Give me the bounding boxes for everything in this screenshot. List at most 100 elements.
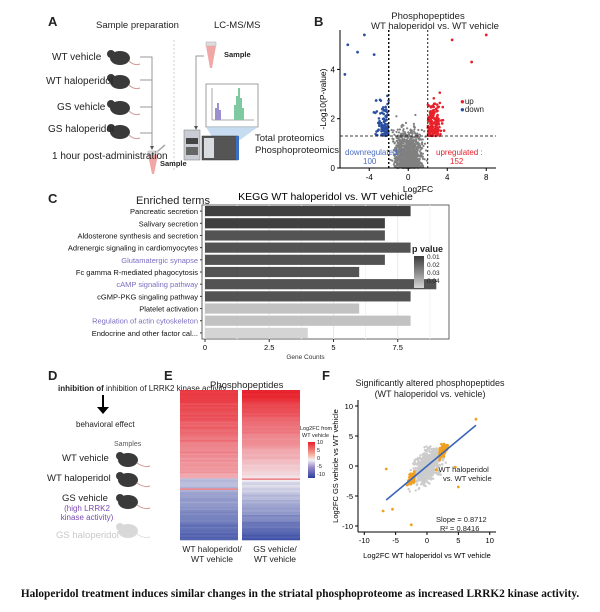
point-down — [380, 125, 383, 128]
y-tick-label: -10 — [342, 522, 353, 531]
scale-title: WT vehicle — [302, 433, 330, 439]
point-up — [433, 110, 436, 114]
heatmap-cell — [242, 433, 300, 436]
d-group-label: GS vehicle — [62, 493, 108, 504]
point-ns — [420, 141, 424, 144]
point-down — [384, 125, 388, 129]
point-up — [441, 105, 445, 109]
heatmap-cell — [242, 415, 300, 417]
heatmap-cell — [180, 510, 238, 512]
heatmap-cell — [180, 488, 238, 491]
point-ns — [403, 135, 406, 138]
heatmap-cell — [242, 401, 300, 404]
heatmap-cell — [180, 486, 238, 489]
point-sig — [409, 523, 413, 527]
point-up — [437, 128, 440, 132]
heatmap-cell — [180, 403, 238, 406]
point-ns — [411, 132, 414, 135]
point-all — [424, 458, 427, 461]
point-all — [408, 490, 412, 493]
point-all — [426, 448, 429, 451]
x-axis-label: Log2FC — [403, 184, 433, 194]
point-ns — [406, 136, 409, 139]
point-ns — [412, 145, 416, 148]
mouse-icon — [116, 523, 151, 539]
heatmap-cell — [242, 435, 300, 437]
point-ns — [400, 141, 403, 144]
point-sig — [453, 465, 457, 469]
point-sig — [441, 447, 445, 451]
point-down — [379, 122, 383, 125]
heatmap-cell — [242, 403, 300, 406]
mouse-icon — [116, 452, 151, 468]
point-ns — [418, 133, 421, 136]
point-down — [382, 128, 385, 132]
scale-tick: 0 — [317, 456, 321, 462]
point-all — [435, 449, 438, 452]
heatmap-cell — [242, 528, 300, 531]
point-all — [424, 463, 427, 467]
point-sig — [384, 467, 388, 471]
heatmap-cell — [242, 441, 300, 444]
heatmap-cell — [180, 476, 238, 479]
heatmap-cell — [242, 428, 300, 431]
point-ns — [420, 146, 423, 149]
point-ns — [399, 165, 402, 168]
point-ns — [396, 128, 399, 131]
heatmap-cell — [180, 408, 238, 411]
heatmap-cell — [242, 421, 300, 424]
heatmap-cell — [242, 416, 300, 419]
heatmap-cell — [180, 435, 238, 437]
heatmap-cell — [180, 530, 238, 532]
x-axis-label: Log2FC WT haloperidol vs WT vehicle — [363, 551, 491, 560]
y-tick-label: 10 — [345, 402, 353, 411]
heatmap-cell — [180, 416, 238, 419]
heatmap-cell — [180, 420, 238, 422]
point-ns — [413, 128, 416, 131]
gs-vehicle-note: (high LRRK2 kinase activity) — [60, 504, 114, 522]
point-ns — [395, 149, 398, 152]
behavioral-effect-label: behavioral effect — [76, 420, 135, 429]
point-ns — [413, 131, 416, 135]
heatmap-cell — [242, 526, 300, 529]
point-all — [413, 460, 417, 464]
point-ns — [410, 130, 413, 133]
heatmap-cell — [180, 508, 238, 511]
point-all — [418, 486, 421, 490]
panel-label-f: F — [322, 368, 330, 383]
heatmap-cell — [242, 450, 300, 452]
heatmap-cell — [242, 458, 300, 461]
heatmap-cell — [242, 446, 300, 449]
point-all — [428, 459, 432, 462]
heatmap-cell — [180, 473, 238, 476]
point-up — [434, 132, 437, 135]
heatmap-cell — [242, 426, 300, 429]
scatter-legend: ●WT haloperidol — [434, 465, 489, 474]
heatmap-cell — [180, 471, 238, 474]
heatmap-cell — [180, 491, 238, 494]
point-up — [435, 124, 438, 127]
point-all — [416, 463, 419, 466]
point-all — [407, 487, 410, 491]
point-all — [409, 468, 412, 472]
hypothesis-text: inhibition of LRRK2 kinase activity — [106, 384, 227, 393]
x-tick-label: 4 — [445, 173, 450, 182]
point-ns — [393, 133, 396, 136]
point-down — [382, 112, 385, 116]
point-ns — [395, 130, 398, 134]
point-ns — [410, 163, 413, 166]
scatter-subtitle: (WT haloperidol vs. vehicle) — [374, 389, 486, 399]
heatmap-cell — [242, 463, 300, 466]
point-ns — [396, 140, 399, 143]
point-all — [441, 463, 444, 466]
heatmap-cell — [180, 456, 238, 459]
point-ns — [416, 160, 420, 164]
point-all — [415, 483, 418, 487]
point-all — [430, 477, 434, 480]
heatmap-cell — [180, 538, 238, 541]
point-down — [377, 117, 381, 120]
point-ns — [403, 150, 406, 153]
heatmap-cell — [242, 456, 300, 459]
point-ns — [399, 152, 402, 155]
point-up — [426, 103, 430, 107]
